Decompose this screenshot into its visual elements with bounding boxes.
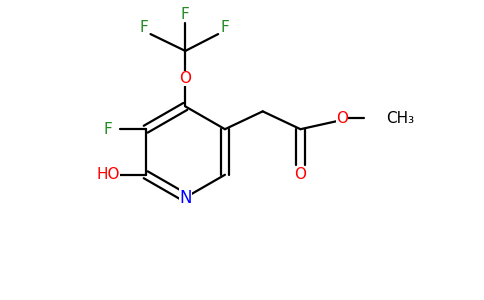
Text: F: F bbox=[181, 7, 190, 22]
Text: O: O bbox=[180, 71, 191, 86]
Text: F: F bbox=[139, 20, 148, 34]
Text: O: O bbox=[294, 167, 306, 182]
Text: F: F bbox=[104, 122, 112, 137]
Text: CH₃: CH₃ bbox=[386, 111, 414, 126]
Text: F: F bbox=[221, 20, 229, 34]
Text: N: N bbox=[179, 189, 192, 207]
Text: HO: HO bbox=[96, 167, 120, 182]
Text: O: O bbox=[336, 111, 348, 126]
